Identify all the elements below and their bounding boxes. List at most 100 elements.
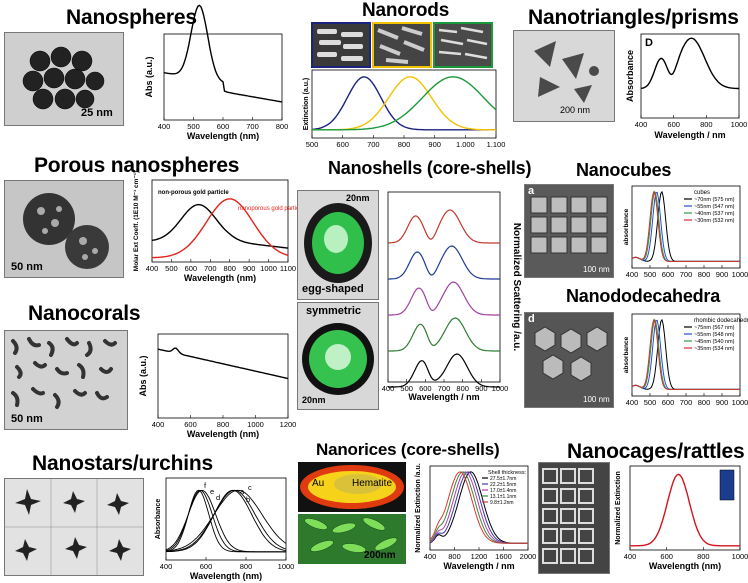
- x-tick-label: 1.100: [487, 140, 506, 149]
- curve-label: a: [240, 487, 245, 496]
- x-tick-label: 400: [624, 552, 637, 561]
- x-tick-label: 600: [660, 552, 673, 561]
- nanorices-spectrum: 400 800 1200 1600 2000 Wavelength / nm Normali…: [410, 462, 536, 579]
- legend-entry: 27.5±1.7nm: [490, 476, 516, 482]
- legend-entry: ~55nm (548 nm): [694, 332, 735, 338]
- legend-title: cubes: [694, 190, 710, 196]
- nanoparticle-cluster-icon: [5, 33, 123, 125]
- y-axis-label: Absorbance: [625, 50, 635, 102]
- scatter-curve-2: [388, 281, 500, 316]
- nanocorals-title: Nanocorals: [28, 302, 141, 325]
- vial-inset: [719, 469, 735, 501]
- panel-letter: D: [645, 37, 653, 49]
- plot-frame: [163, 33, 283, 121]
- x-tick-label: 600: [419, 384, 432, 393]
- cage-grid-icon: [542, 468, 594, 564]
- nanoshells-symmetric-image: symmetric 20nm: [297, 302, 379, 410]
- x-tick-label: 1000: [732, 398, 748, 407]
- spectrum-curve: [640, 37, 739, 90]
- nanostars-tem-grid: [4, 478, 144, 576]
- legend-entry: ~75nm (567 nm): [694, 325, 735, 331]
- legend-entry: 17.0±1.4nm: [490, 488, 516, 494]
- curve-label: d: [216, 493, 220, 502]
- nanocorals-spectrum: 400 600 800 1000 1200 Wavelength (nm) Abs (a.u…: [132, 330, 296, 447]
- star-curve-4: [165, 489, 287, 553]
- x-tick-label: 500: [306, 140, 319, 149]
- x-axis-label: Wavelength (nm): [187, 429, 259, 439]
- spectrum-curve: [157, 347, 289, 380]
- nanododecahedra-sem-image: d 100 nm: [524, 312, 614, 408]
- scale-bar-label: 200 nm: [560, 105, 591, 115]
- x-tick-label: 1200: [280, 420, 297, 429]
- x-tick-label: 600: [200, 562, 213, 571]
- nanoshells-title: Nanoshells (core-shells): [328, 158, 532, 178]
- nanorods-tem-image-1: [311, 22, 371, 68]
- au-label: Au: [312, 478, 325, 489]
- x-tick-label: 400: [424, 552, 437, 561]
- nanocages-tem-image: [538, 462, 610, 574]
- nanoshells-spectrum: 400 500 600 700 800 900 1000 Wavelength / nm Nor…: [382, 190, 522, 411]
- nanotriangles-title: Nanotriangles/prisms: [528, 6, 739, 29]
- x-tick-label: 1000: [731, 120, 748, 129]
- coral-particle-icon: [11, 337, 117, 409]
- nanorods-tem-image-2: [372, 22, 432, 68]
- sphere-shell-icon: [302, 323, 374, 395]
- rod-spectrum-2: [312, 76, 497, 131]
- x-tick-label: 900: [243, 264, 256, 273]
- scatter-curve-3: [388, 317, 500, 352]
- nanododecahedra-title: Nanododecahedra: [566, 286, 721, 306]
- x-tick-label: 600: [336, 140, 349, 149]
- scale-bar-label: 20nm: [346, 193, 370, 203]
- x-tick-label: 400: [626, 270, 639, 279]
- nanospheres-spectrum: 400 500 600 700 800 Wavelength (nm) Abs (a.u.): [138, 4, 288, 147]
- legend-entry: 9.8±1.2nm: [490, 500, 514, 506]
- curve-label: b: [246, 495, 250, 504]
- y-axis-label: absorbance: [623, 336, 630, 373]
- x-tick-label: 700: [246, 122, 259, 131]
- x-axis-label: Wavelength (nm): [184, 273, 256, 283]
- x-tick-label: 500: [644, 270, 657, 279]
- x-tick-label: 800: [398, 140, 411, 149]
- nanorods-title: Nanorods: [362, 0, 450, 21]
- x-tick-label: 400: [160, 562, 173, 571]
- y-axis-label: Normalized Scattering /a.u.: [511, 223, 522, 352]
- nanotriangles-spectrum: 400 600 800 1000 Wavelength / nm Absorbance D: [625, 30, 747, 147]
- x-tick-label: 1000: [732, 552, 748, 561]
- porous-sphere-icon: [23, 193, 109, 269]
- scatter-curve-1: [388, 245, 500, 280]
- nanotriangles-tem-image: 200 nm: [513, 30, 615, 122]
- curve-label: c: [248, 483, 252, 492]
- x-tick-label: 1000: [732, 270, 748, 279]
- y-axis-label: Abs (a.u.): [144, 56, 154, 97]
- x-tick-label: 500: [187, 122, 200, 131]
- nanorices-sem-image: 200nm: [298, 514, 406, 564]
- x-tick-label: 800: [223, 264, 236, 273]
- x-axis-label: Wavelength / nm: [443, 561, 514, 571]
- nanocubes-title: Nanocubes: [576, 160, 672, 180]
- star-curve-5: [165, 489, 287, 552]
- nanocages-spectrum: 400 600 800 1000 Wavelength (nm) Normalized E…: [612, 462, 748, 579]
- plot-frame: [151, 179, 289, 263]
- x-tick-label: 600: [184, 420, 197, 429]
- curve-label: e: [210, 487, 214, 496]
- nanocubes-spectrum: 400 500 600 700 800 900 1000 absorbance cubes ~70…: [620, 184, 748, 285]
- panel-letter: d: [528, 313, 535, 325]
- x-tick-label: 800: [217, 420, 230, 429]
- star-particle-icon: [5, 479, 143, 575]
- scatter-curve-0: [387, 209, 500, 244]
- x-tick-label: 600: [667, 120, 680, 129]
- plot-frame: [629, 465, 741, 551]
- scale-bar-label: 100 nm: [583, 265, 610, 274]
- scale-bar-label: 200nm: [364, 550, 396, 561]
- x-axis-label: Wavelength (nm): [187, 131, 259, 141]
- legend-title: rhombic dodecahedra: [694, 318, 748, 324]
- x-tick-label: 800: [448, 552, 461, 561]
- y-axis-label: Abs (a.u.): [138, 355, 148, 396]
- nanoporous-label: nanoporous gold particle: [238, 206, 304, 212]
- scale-bar-label: 100 nm: [583, 395, 610, 404]
- x-tick-label: 900: [475, 384, 488, 393]
- legend-entry: 13.1±1.1nm: [490, 494, 516, 500]
- x-tick-label: 500: [165, 264, 178, 273]
- dodecahedron-icon: [534, 326, 608, 382]
- x-tick-label: 1000: [260, 264, 277, 273]
